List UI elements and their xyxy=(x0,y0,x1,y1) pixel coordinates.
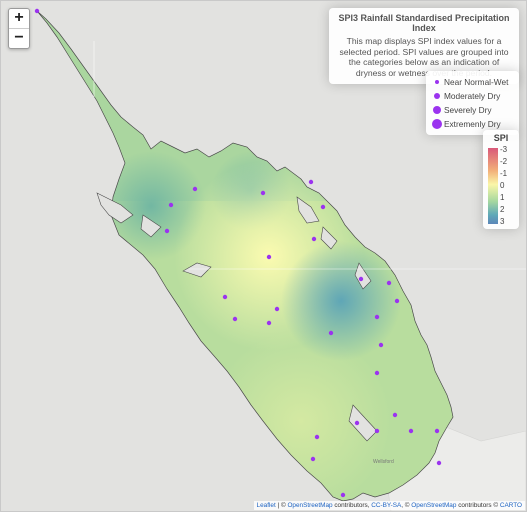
station-marker[interactable] xyxy=(192,186,198,192)
station-marker[interactable] xyxy=(354,420,360,426)
attribution-text: , © xyxy=(401,502,412,509)
station-marker[interactable] xyxy=(311,236,317,242)
attribution-text: contributors, xyxy=(332,502,372,509)
colorbar-tick: -2 xyxy=(500,157,508,166)
colorbar-tick: -3 xyxy=(500,145,508,154)
station-marker[interactable] xyxy=(168,202,174,208)
colorbar-tick: 0 xyxy=(500,181,505,190)
station-marker[interactable] xyxy=(394,298,400,304)
legend-dot-medium xyxy=(434,93,440,99)
station-marker[interactable] xyxy=(310,456,316,462)
legend-panel: Near Normal-Wet Moderately Dry Severely … xyxy=(426,71,519,135)
cc-by-sa-link[interactable]: CC-BY-SA xyxy=(371,502,402,509)
colorbar-tick: 3 xyxy=(500,217,505,226)
station-marker[interactable] xyxy=(434,428,440,434)
spi-colorbar: SPI -3 -2 -1 0 1 2 3 xyxy=(483,130,519,229)
station-marker[interactable] xyxy=(374,314,380,320)
legend-label: Severely Dry xyxy=(444,105,492,115)
station-marker[interactable] xyxy=(408,428,414,434)
leaflet-link[interactable]: Leaflet xyxy=(256,502,276,509)
legend-dot-large xyxy=(433,106,441,114)
attribution-text: contributors © xyxy=(456,502,500,509)
station-marker[interactable] xyxy=(266,254,272,260)
colorbar-tick: -1 xyxy=(500,169,508,178)
osm-link[interactable]: OpenStreetMap xyxy=(287,502,333,509)
info-description: This map displays SPI index values for a… xyxy=(339,36,509,78)
town-label: Wellsford xyxy=(373,459,394,465)
legend-label: Moderately Dry xyxy=(444,91,501,101)
info-title: SPI3 Rainfall Standardised Precipitation… xyxy=(338,13,510,33)
station-marker[interactable] xyxy=(320,204,326,210)
map-attribution: Leaflet | © OpenStreetMap contributors, … xyxy=(253,501,525,510)
legend-dot-xlarge xyxy=(432,119,442,129)
station-marker[interactable] xyxy=(314,434,320,440)
station-marker[interactable] xyxy=(392,412,398,418)
station-marker[interactable] xyxy=(232,316,238,322)
station-marker[interactable] xyxy=(436,460,442,466)
station-marker[interactable] xyxy=(340,492,346,498)
zoom-in-button[interactable]: + xyxy=(9,9,29,29)
zoom-out-button[interactable]: − xyxy=(14,29,24,46)
station-marker[interactable] xyxy=(266,320,272,326)
station-marker[interactable] xyxy=(374,370,380,376)
legend-item-moderately-dry: Moderately Dry xyxy=(430,89,515,103)
station-marker[interactable] xyxy=(386,280,392,286)
station-marker[interactable] xyxy=(260,190,266,196)
station-marker[interactable] xyxy=(274,306,280,312)
station-marker[interactable] xyxy=(222,294,228,300)
legend-item-near-normal: Near Normal-Wet xyxy=(430,75,515,89)
harbours xyxy=(96,192,378,442)
station-markers xyxy=(34,8,442,498)
station-marker[interactable] xyxy=(308,179,314,185)
osm-link[interactable]: OpenStreetMap xyxy=(411,502,457,509)
legend-item-extremely-dry: Extremenly Dry xyxy=(430,117,515,131)
zoom-control: + − xyxy=(8,8,30,49)
colorbar-tick: 2 xyxy=(500,205,505,214)
station-marker[interactable] xyxy=(164,228,170,234)
colorbar-title: SPI xyxy=(493,133,509,143)
station-marker[interactable] xyxy=(328,330,334,336)
legend-item-severely-dry: Severely Dry xyxy=(430,103,515,117)
station-marker[interactable] xyxy=(378,342,384,348)
attribution-text: | © xyxy=(275,502,288,509)
station-marker[interactable] xyxy=(358,276,364,282)
carto-link[interactable]: CARTO xyxy=(499,502,522,509)
legend-label: Extremenly Dry xyxy=(444,119,501,129)
station-marker[interactable] xyxy=(34,8,40,14)
legend-label: Near Normal-Wet xyxy=(444,77,509,87)
station-marker[interactable] xyxy=(374,428,380,434)
colorbar-gradient xyxy=(488,148,498,224)
legend-dot-small xyxy=(435,80,439,84)
colorbar-tick: 1 xyxy=(500,193,505,202)
